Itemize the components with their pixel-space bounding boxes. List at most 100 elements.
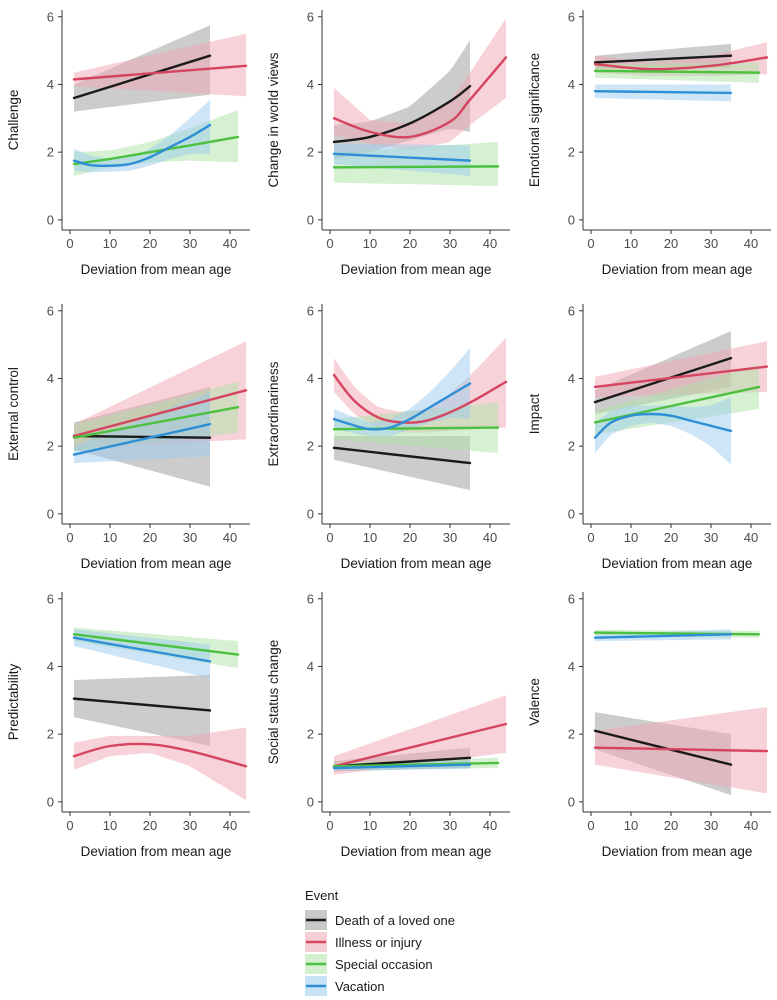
x-tick-label: 30 bbox=[443, 818, 457, 833]
x-tick-label: 30 bbox=[183, 530, 197, 545]
y-tick-label: 2 bbox=[568, 727, 575, 742]
panel-valence: 0 2 4 6 0 10 20 30 40 Deviation from mean age Vale… bbox=[527, 591, 771, 859]
x-tick-label: 0 bbox=[326, 530, 333, 545]
y-axis-title: External control bbox=[6, 367, 21, 461]
x-tick-label: 10 bbox=[103, 530, 117, 545]
y-tick-label: 4 bbox=[47, 659, 54, 674]
y-tick-label: 2 bbox=[47, 145, 54, 160]
legend: Event Death of a loved one Illness or inju… bbox=[305, 888, 455, 996]
x-tick-label: 10 bbox=[624, 236, 638, 251]
y-tick-label: 0 bbox=[568, 506, 575, 521]
line-illness-or-injury bbox=[593, 746, 769, 753]
legend-label-vacation: Vacation bbox=[335, 979, 385, 994]
line-special-occasion bbox=[593, 385, 761, 424]
line-illness-or-injury bbox=[72, 742, 248, 768]
series-lines bbox=[72, 633, 248, 768]
line-illness-or-injury bbox=[593, 365, 769, 389]
x-tick-label: 30 bbox=[704, 236, 718, 251]
legend-key-vacation bbox=[305, 976, 327, 996]
line-vacation bbox=[593, 412, 733, 439]
x-tick-label: 40 bbox=[483, 236, 497, 251]
x-tick-label: 0 bbox=[326, 236, 333, 251]
x-tick-label: 0 bbox=[66, 818, 73, 833]
ribbons bbox=[334, 18, 506, 186]
ribbons bbox=[74, 627, 246, 801]
x-tick-label: 10 bbox=[363, 530, 377, 545]
y-tick-label: 4 bbox=[47, 77, 54, 92]
line-death-of-a-loved-one bbox=[593, 54, 733, 64]
line-vacation bbox=[72, 422, 212, 456]
ribbon-illness-or-injury bbox=[334, 18, 506, 150]
x-tick-label: 30 bbox=[183, 236, 197, 251]
line-special-occasion bbox=[332, 165, 500, 169]
x-axis-title: Deviation from mean age bbox=[81, 262, 232, 277]
x-tick-label: 20 bbox=[143, 530, 157, 545]
x-tick-label: 0 bbox=[66, 236, 73, 251]
x-tick-label: 20 bbox=[143, 818, 157, 833]
legend-label-illness-or-injury: Illness or injury bbox=[335, 935, 422, 950]
y-tick-label: 4 bbox=[307, 659, 314, 674]
x-tick-label: 20 bbox=[664, 818, 678, 833]
legend-label-death-of-a-loved-one: Death of a loved one bbox=[335, 913, 455, 928]
x-axis-title: Deviation from mean age bbox=[341, 262, 492, 277]
x-tick-label: 40 bbox=[744, 530, 758, 545]
y-tick-label: 6 bbox=[307, 9, 314, 24]
x-tick-label: 30 bbox=[183, 818, 197, 833]
series-lines bbox=[72, 54, 248, 167]
x-tick-label: 40 bbox=[483, 530, 497, 545]
x-tick-label: 30 bbox=[704, 818, 718, 833]
ribbon-vacation bbox=[74, 629, 210, 679]
line-special-occasion bbox=[593, 69, 761, 74]
x-tick-label: 10 bbox=[624, 818, 638, 833]
x-tick-label: 20 bbox=[403, 530, 417, 545]
y-tick-label: 0 bbox=[47, 794, 54, 809]
line-vacation bbox=[593, 633, 733, 639]
legend-title: Event bbox=[305, 888, 339, 903]
ribbons bbox=[595, 331, 767, 465]
x-axis-title: Deviation from mean age bbox=[341, 556, 492, 571]
y-tick-label: 0 bbox=[568, 212, 575, 227]
y-tick-label: 2 bbox=[47, 727, 54, 742]
y-tick-label: 0 bbox=[47, 506, 54, 521]
y-tick-label: 6 bbox=[47, 303, 54, 318]
series-lines bbox=[593, 54, 769, 95]
ribbon-death-of-a-loved-one bbox=[334, 436, 470, 491]
y-tick-label: 0 bbox=[47, 212, 54, 227]
x-axis-title: Deviation from mean age bbox=[602, 844, 753, 859]
y-tick-label: 6 bbox=[568, 591, 575, 606]
series-lines bbox=[593, 631, 769, 766]
x-tick-label: 10 bbox=[624, 530, 638, 545]
y-axis-title: Challenge bbox=[6, 90, 21, 151]
x-axis-title: Deviation from mean age bbox=[602, 262, 753, 277]
y-axis-title: Extraordinariness bbox=[266, 361, 281, 466]
x-tick-label: 20 bbox=[403, 236, 417, 251]
x-tick-label: 20 bbox=[403, 818, 417, 833]
panel-emotional-significance: 0 2 4 6 0 10 20 30 40 Deviation from mean age Emot… bbox=[527, 9, 771, 277]
line-illness-or-injury bbox=[593, 56, 769, 71]
x-tick-label: 30 bbox=[443, 236, 457, 251]
line-death-of-a-loved-one bbox=[72, 697, 212, 712]
y-tick-label: 6 bbox=[47, 9, 54, 24]
x-tick-label: 40 bbox=[223, 530, 237, 545]
y-tick-label: 6 bbox=[47, 591, 54, 606]
line-special-occasion bbox=[332, 761, 500, 768]
y-axis-title: Impact bbox=[527, 393, 542, 434]
panel-external-control: 0 2 4 6 0 10 20 30 40 Deviation from mean age Exte… bbox=[6, 303, 250, 571]
y-tick-label: 4 bbox=[307, 77, 314, 92]
line-illness-or-injury bbox=[332, 56, 508, 139]
series-lines bbox=[332, 722, 508, 770]
y-tick-label: 0 bbox=[568, 794, 575, 809]
y-axis-title: Valence bbox=[527, 678, 542, 726]
x-axis-title: Deviation from mean age bbox=[81, 556, 232, 571]
panel-predictability: 0 2 4 6 0 10 20 30 40 Deviation from mean age Pred… bbox=[6, 591, 250, 859]
y-tick-label: 6 bbox=[568, 303, 575, 318]
y-tick-label: 6 bbox=[307, 303, 314, 318]
y-tick-label: 4 bbox=[568, 77, 575, 92]
y-axis-title: Change in world views bbox=[266, 52, 281, 187]
x-tick-label: 0 bbox=[587, 530, 594, 545]
panel-extraordinariness: 0 2 4 6 0 10 20 30 40 Deviation from mean age Extr… bbox=[266, 303, 510, 571]
y-tick-label: 4 bbox=[47, 371, 54, 386]
line-death-of-a-loved-one bbox=[72, 434, 212, 439]
y-tick-label: 6 bbox=[307, 591, 314, 606]
